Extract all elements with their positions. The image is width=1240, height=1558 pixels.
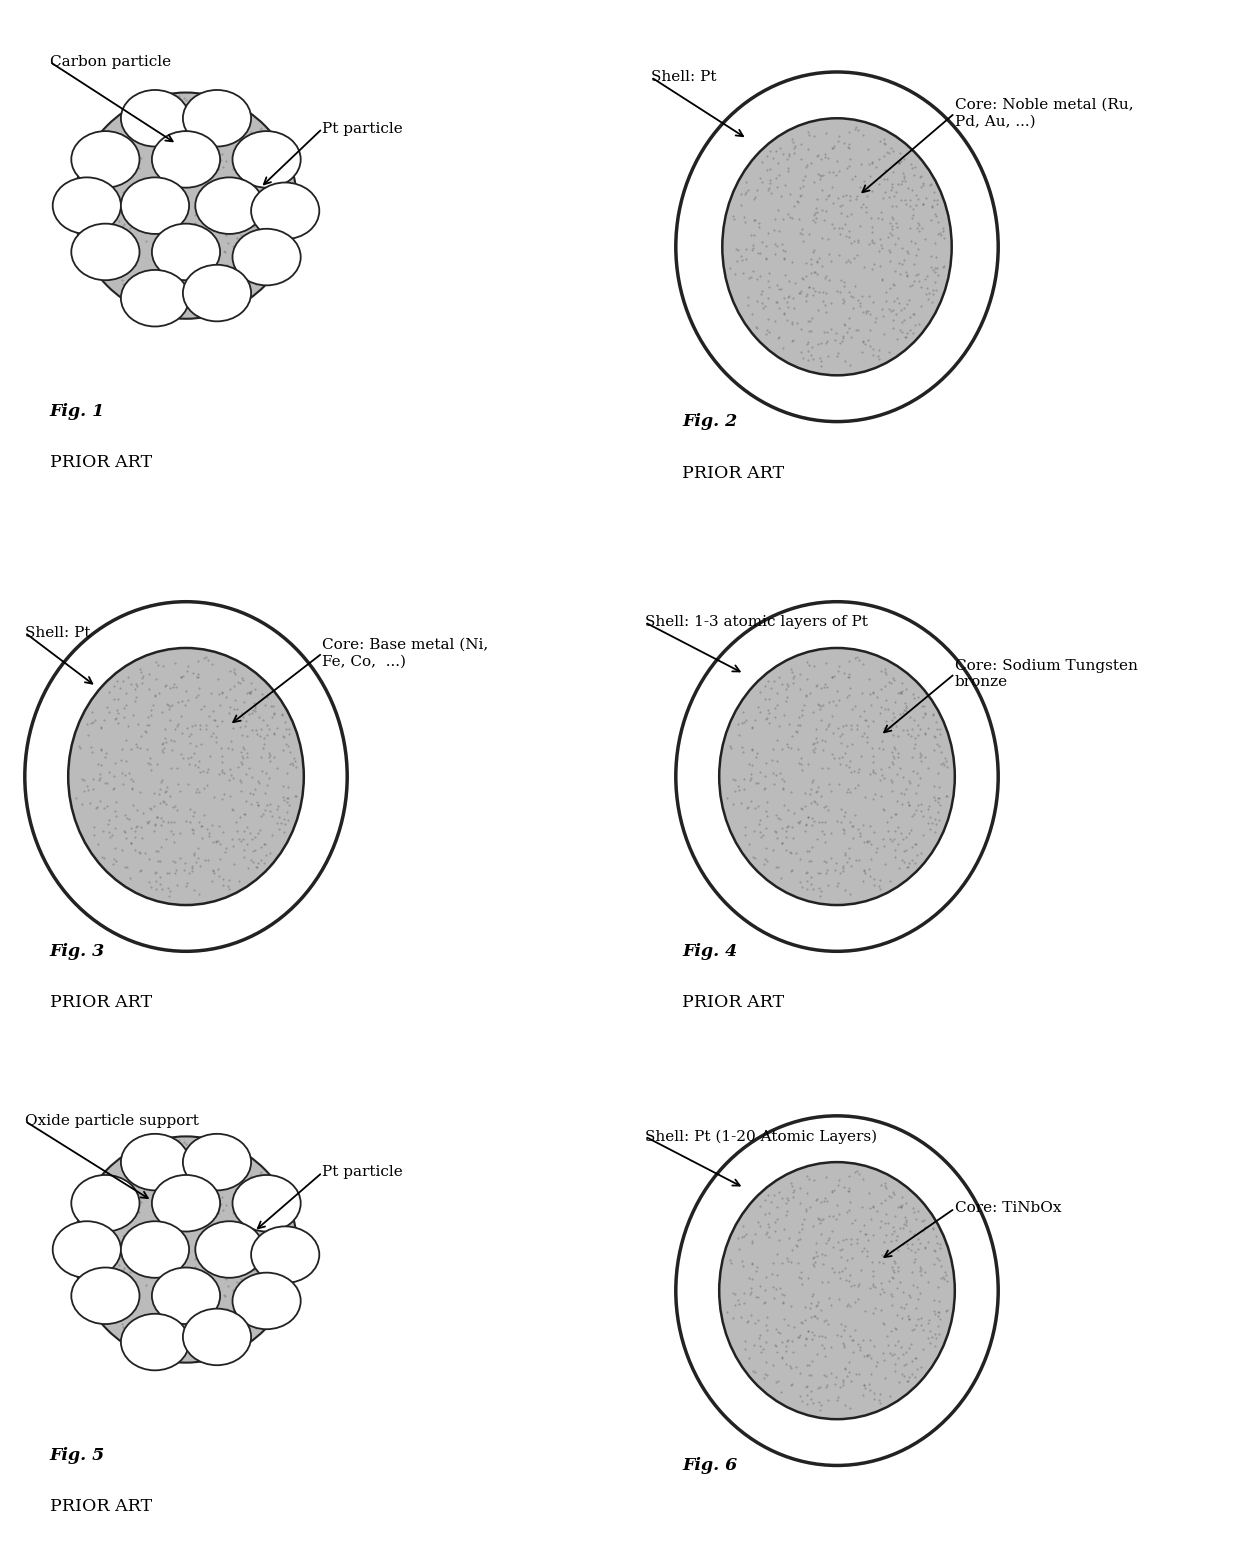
Text: Core: Sodium Tungsten
bronze: Core: Sodium Tungsten bronze: [955, 659, 1137, 689]
Text: Fig. 4: Fig. 4: [682, 943, 738, 960]
Ellipse shape: [184, 1309, 250, 1365]
Ellipse shape: [722, 118, 952, 375]
Ellipse shape: [25, 601, 347, 952]
Text: Core: Base metal (Ni,
Fe, Co,  ...): Core: Base metal (Ni, Fe, Co, ...): [322, 639, 489, 668]
Text: Shell: 1-3 atomic layers of Pt: Shell: 1-3 atomic layers of Pt: [645, 615, 868, 629]
Ellipse shape: [74, 92, 298, 319]
Text: Fig. 5: Fig. 5: [50, 1447, 105, 1463]
Ellipse shape: [68, 648, 304, 905]
Ellipse shape: [122, 1221, 188, 1278]
Ellipse shape: [122, 270, 188, 327]
Text: PRIOR ART: PRIOR ART: [50, 994, 151, 1011]
Ellipse shape: [151, 131, 221, 187]
Ellipse shape: [71, 224, 139, 280]
Ellipse shape: [151, 1175, 221, 1231]
Ellipse shape: [71, 1268, 139, 1324]
Text: Core: TiNbOx: Core: TiNbOx: [955, 1201, 1061, 1215]
Ellipse shape: [122, 1313, 188, 1371]
Text: Core: Noble metal (Ru,
Pd, Au, ...): Core: Noble metal (Ru, Pd, Au, ...): [955, 98, 1133, 128]
Ellipse shape: [52, 1221, 122, 1278]
Ellipse shape: [719, 648, 955, 905]
Ellipse shape: [122, 1134, 188, 1190]
Ellipse shape: [74, 1136, 298, 1363]
Ellipse shape: [71, 131, 139, 187]
Text: Fig. 1: Fig. 1: [50, 404, 105, 419]
Ellipse shape: [250, 182, 320, 238]
Ellipse shape: [122, 178, 188, 234]
Text: Fig. 2: Fig. 2: [682, 413, 738, 430]
Text: Pt particle: Pt particle: [322, 1165, 403, 1179]
Text: Shell: Pt: Shell: Pt: [651, 70, 717, 84]
Text: Shell: Pt (1-20 Atomic Layers): Shell: Pt (1-20 Atomic Layers): [645, 1130, 877, 1144]
Ellipse shape: [676, 1116, 998, 1466]
Ellipse shape: [719, 1162, 955, 1419]
Ellipse shape: [184, 1134, 250, 1190]
Text: Oxide particle support: Oxide particle support: [25, 1114, 198, 1128]
Ellipse shape: [676, 601, 998, 952]
Text: PRIOR ART: PRIOR ART: [50, 455, 151, 471]
Text: Carbon particle: Carbon particle: [50, 55, 171, 69]
Text: Fig. 3: Fig. 3: [50, 943, 105, 960]
Ellipse shape: [184, 265, 250, 321]
Ellipse shape: [195, 1221, 263, 1278]
Ellipse shape: [250, 1226, 320, 1282]
Text: Fig. 6: Fig. 6: [682, 1457, 738, 1474]
Ellipse shape: [71, 1175, 139, 1231]
Text: PRIOR ART: PRIOR ART: [682, 994, 784, 1011]
Ellipse shape: [195, 178, 263, 234]
Text: PRIOR ART: PRIOR ART: [50, 1499, 151, 1514]
Text: Shell: Pt: Shell: Pt: [25, 626, 91, 639]
Ellipse shape: [233, 131, 301, 187]
Ellipse shape: [233, 229, 301, 285]
Ellipse shape: [122, 90, 188, 146]
Text: PRIOR ART: PRIOR ART: [682, 464, 784, 481]
Ellipse shape: [52, 178, 122, 234]
Ellipse shape: [233, 1273, 301, 1329]
Ellipse shape: [151, 224, 221, 280]
Ellipse shape: [151, 1268, 221, 1324]
Ellipse shape: [233, 1175, 301, 1231]
Text: Pt particle: Pt particle: [322, 122, 403, 136]
Ellipse shape: [184, 90, 250, 146]
Ellipse shape: [676, 72, 998, 422]
